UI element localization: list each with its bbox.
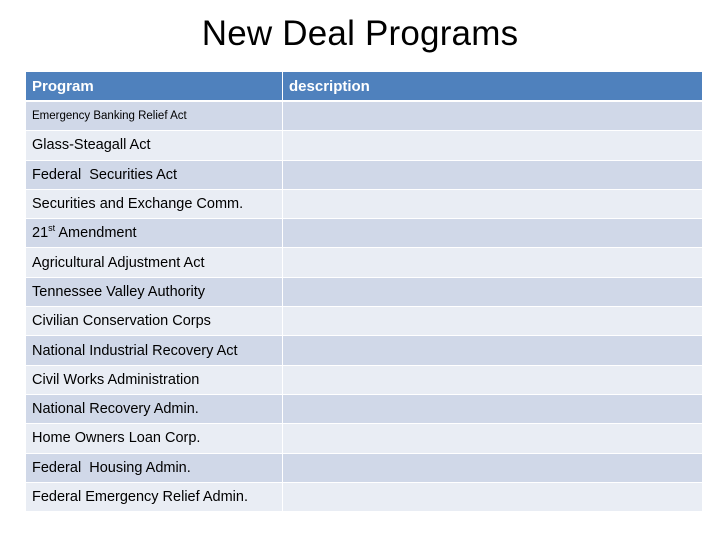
- table-row: Federal Housing Admin.: [25, 452, 703, 483]
- description-cell: [282, 452, 703, 483]
- table-row: Federal Securities Act: [25, 159, 703, 190]
- description-cell: [282, 423, 703, 454]
- description-cell: [282, 218, 703, 249]
- table-row: Civil Works Administration: [25, 364, 703, 395]
- program-cell: Tennessee Valley Authority: [25, 276, 283, 308]
- table-row: Home Owners Loan Corp.: [25, 423, 703, 454]
- program-cell: National Recovery Admin.: [25, 393, 283, 425]
- description-cell: [282, 247, 703, 278]
- table-row: Securities and Exchange Comm.: [25, 188, 703, 220]
- ordinal-suffix: st: [48, 223, 56, 234]
- program-cell: Civil Works Administration: [25, 364, 283, 395]
- program-cell: Federal Securities Act: [25, 159, 283, 190]
- column-header-description: description: [282, 71, 703, 102]
- description-cell: [282, 306, 703, 337]
- program-cell: Civilian Conservation Corps: [25, 306, 283, 337]
- program-cell: National Industrial Recovery Act: [25, 335, 283, 366]
- table-row: Glass-Steagall Act: [25, 130, 703, 161]
- program-cell: Federal Emergency Relief Admin.: [25, 481, 283, 513]
- program-name: Amendment: [55, 225, 137, 242]
- programs-table: Program description Emergency Banking Re…: [25, 71, 703, 513]
- description-cell: [282, 159, 703, 190]
- table-row: Emergency Banking Relief Act: [25, 100, 703, 132]
- description-cell: [282, 481, 703, 513]
- description-cell: [282, 364, 703, 395]
- program-cell: Glass-Steagall Act: [25, 130, 283, 161]
- program-cell: Agricultural Adjustment Act: [25, 247, 283, 278]
- program-cell: Home Owners Loan Corp.: [25, 423, 283, 454]
- description-cell: [282, 100, 703, 132]
- page-title: New Deal Programs: [201, 14, 519, 53]
- program-cell: Emergency Banking Relief Act: [25, 100, 283, 132]
- table-row: Federal Emergency Relief Admin.: [25, 481, 703, 513]
- program-cell: Securities and Exchange Comm.: [25, 188, 283, 220]
- table-row: Tennessee Valley Authority: [25, 276, 703, 308]
- program-cell: Federal Housing Admin.: [25, 452, 283, 483]
- description-cell: [282, 188, 703, 220]
- description-cell: [282, 130, 703, 161]
- description-cell: [282, 276, 703, 308]
- table-row: Civilian Conservation Corps: [25, 306, 703, 337]
- table-row: National Industrial Recovery Act: [25, 335, 703, 366]
- table-row: Agricultural Adjustment Act: [25, 247, 703, 278]
- program-cell: 21st Amendment: [25, 218, 283, 249]
- table-header-row: Program description: [25, 71, 703, 102]
- table-row: National Recovery Admin.: [25, 393, 703, 425]
- table-row: 21st Amendment: [25, 218, 703, 249]
- column-header-program: Program: [25, 71, 283, 102]
- description-cell: [282, 335, 703, 366]
- description-cell: [282, 393, 703, 425]
- program-number: 21: [32, 225, 49, 242]
